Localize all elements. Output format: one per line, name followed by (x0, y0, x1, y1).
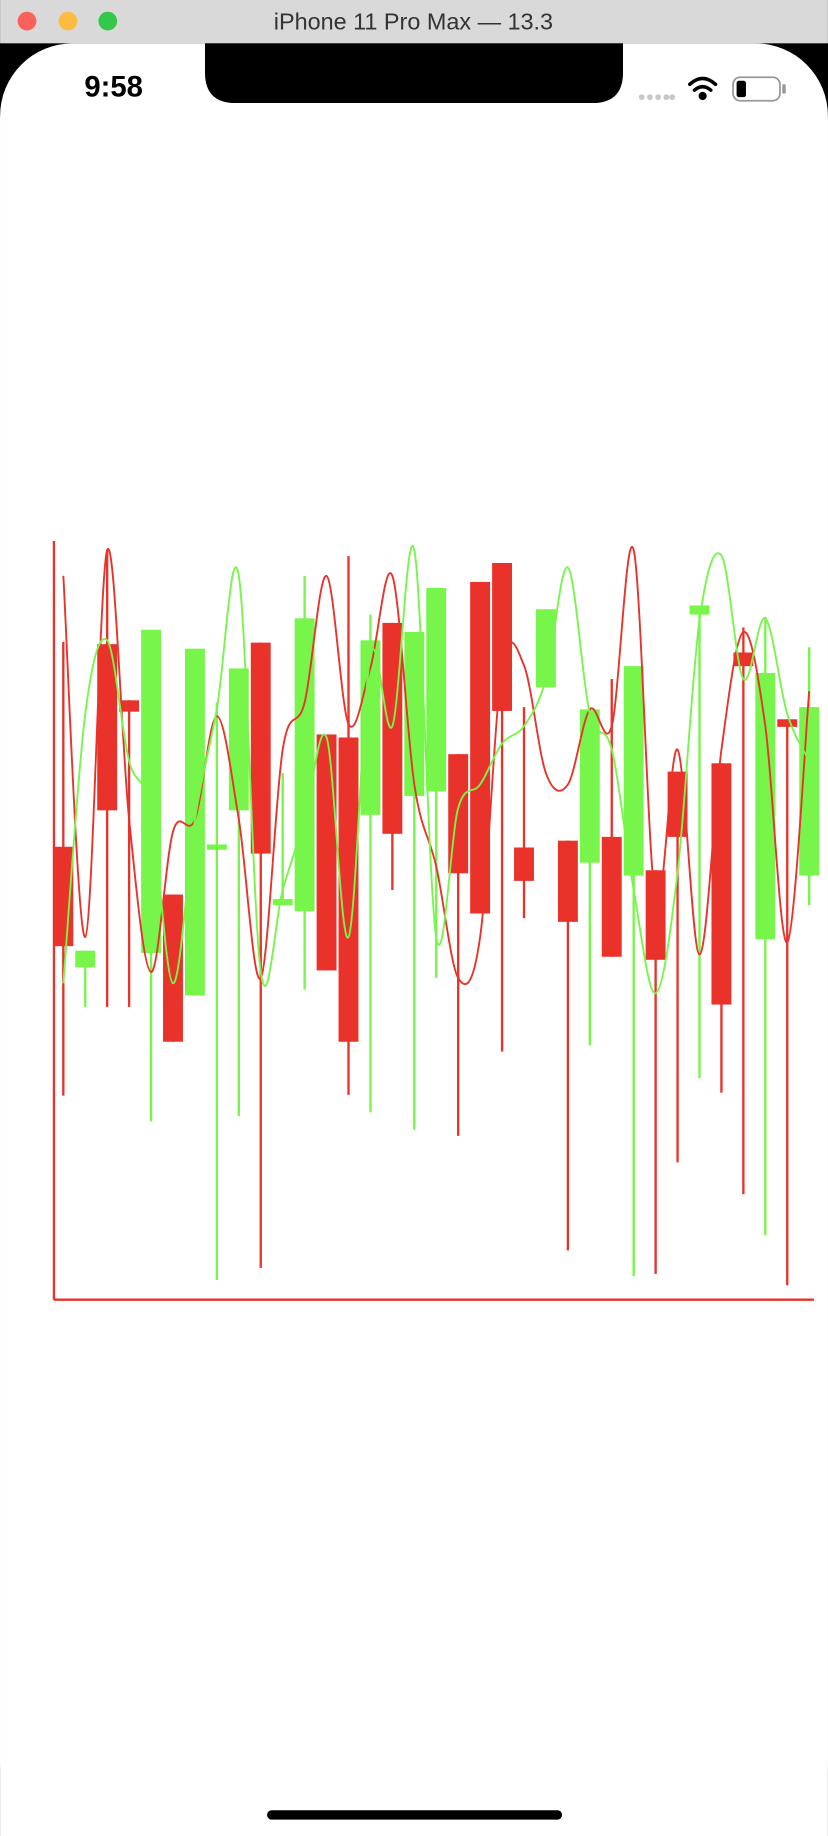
candle-body (97, 644, 118, 811)
signal (638, 94, 676, 101)
window-title: iPhone 11 Pro Max — 13.3 (274, 9, 553, 35)
candle-body (272, 899, 293, 906)
notch (204, 43, 624, 104)
candle-body (492, 562, 513, 711)
candle-body (623, 666, 644, 876)
candle-body (601, 836, 622, 957)
status-time: 9:58 (84, 72, 143, 104)
home-indicator (267, 1810, 563, 1820)
candle-body (579, 709, 600, 863)
zoom-button[interactable] (98, 11, 118, 31)
candle-body (75, 950, 96, 968)
candle-body (777, 719, 798, 727)
battery-level (736, 80, 746, 98)
minimize-button[interactable] (58, 11, 78, 31)
title-bar (0, 0, 828, 44)
candle-body (206, 844, 227, 850)
candle-body (426, 588, 447, 792)
line-series (62, 545, 811, 995)
battery (732, 76, 781, 102)
battery-cap (782, 84, 786, 94)
wifi (687, 76, 718, 101)
candle-body (382, 622, 403, 834)
close-button[interactable] (17, 11, 37, 31)
candle-body (755, 672, 776, 940)
candle-body (535, 609, 556, 688)
candle-body (404, 632, 425, 796)
candle-body (514, 847, 534, 881)
candle-body (711, 763, 732, 1005)
candle-body (119, 700, 140, 712)
candle-body (250, 642, 271, 854)
candle-body (470, 581, 491, 914)
chart (52, 540, 820, 1301)
candle-body (557, 840, 578, 922)
candle-body (141, 629, 162, 953)
candle-body (316, 734, 337, 971)
candle-body (228, 668, 249, 811)
candle-body (689, 605, 710, 615)
candle-body (163, 894, 183, 1042)
candle-body (338, 737, 359, 1042)
